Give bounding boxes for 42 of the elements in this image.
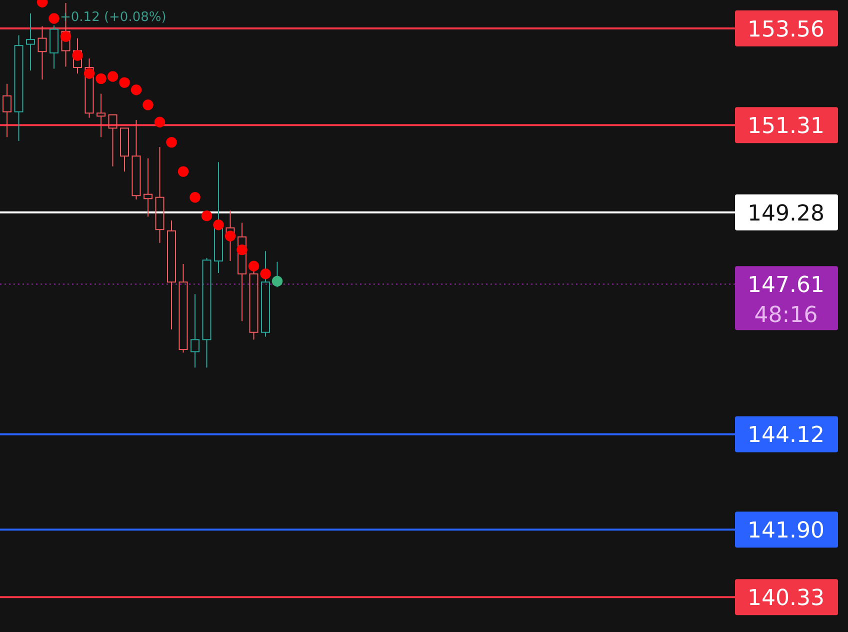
point xyxy=(72,50,83,61)
ref-line-label: 141.90 xyxy=(748,518,824,544)
point xyxy=(166,136,177,148)
point xyxy=(272,276,283,287)
point xyxy=(119,77,130,88)
point xyxy=(178,166,189,177)
point xyxy=(190,192,200,203)
ref-line-label: 153.56 xyxy=(748,17,824,42)
ref-line-label: 144.12 xyxy=(748,423,824,448)
point xyxy=(224,230,236,242)
point xyxy=(236,244,248,256)
text: 48:16 xyxy=(754,303,818,328)
candlestick xyxy=(26,12,35,72)
point xyxy=(107,71,118,82)
point xyxy=(96,73,106,84)
point xyxy=(154,116,166,128)
candlestick xyxy=(73,38,82,74)
point xyxy=(248,260,260,272)
ref-line-label: 140.33 xyxy=(748,586,824,612)
ref-line-label: 151.31 xyxy=(748,114,824,140)
point xyxy=(84,68,95,79)
candlestick xyxy=(144,158,152,218)
candlestick xyxy=(132,119,141,200)
candlestick xyxy=(14,34,24,142)
point xyxy=(130,84,142,96)
candlestick xyxy=(38,26,47,80)
candlestick xyxy=(96,93,106,138)
ref-line-label: 149.28 xyxy=(748,201,824,226)
point xyxy=(260,268,271,280)
point xyxy=(60,31,72,42)
candlestick xyxy=(190,294,200,368)
point xyxy=(142,100,154,110)
point xyxy=(48,13,60,24)
point xyxy=(201,210,212,222)
candlestick xyxy=(167,220,176,330)
candlestick xyxy=(2,83,12,138)
ref-line-label: 147.61 xyxy=(748,273,824,298)
candlestick xyxy=(238,222,246,322)
candlestick xyxy=(155,146,164,244)
point xyxy=(213,220,224,230)
candlestick xyxy=(226,210,235,262)
candlestick xyxy=(214,162,223,274)
